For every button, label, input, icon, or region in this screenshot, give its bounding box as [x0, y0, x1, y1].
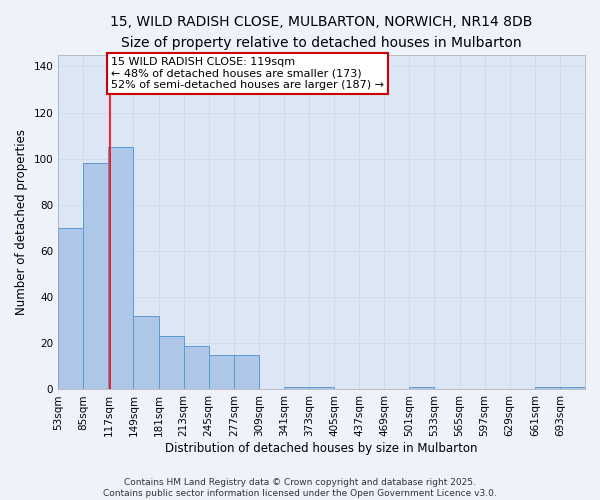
Bar — [560, 387, 585, 390]
Bar — [58, 228, 83, 390]
Bar — [284, 387, 309, 390]
Bar — [158, 336, 184, 390]
Text: 15 WILD RADISH CLOSE: 119sqm
← 48% of detached houses are smaller (173)
52% of s: 15 WILD RADISH CLOSE: 119sqm ← 48% of de… — [110, 56, 383, 90]
Text: Contains HM Land Registry data © Crown copyright and database right 2025.
Contai: Contains HM Land Registry data © Crown c… — [103, 478, 497, 498]
Bar — [409, 387, 434, 390]
Bar — [535, 387, 560, 390]
Title: 15, WILD RADISH CLOSE, MULBARTON, NORWICH, NR14 8DB
Size of property relative to: 15, WILD RADISH CLOSE, MULBARTON, NORWIC… — [110, 15, 533, 50]
Y-axis label: Number of detached properties: Number of detached properties — [15, 129, 28, 315]
Bar — [234, 355, 259, 390]
Bar — [309, 387, 334, 390]
Bar — [133, 316, 158, 390]
Bar — [109, 147, 133, 390]
Bar — [83, 164, 109, 390]
Bar — [209, 355, 234, 390]
Bar — [184, 346, 209, 390]
X-axis label: Distribution of detached houses by size in Mulbarton: Distribution of detached houses by size … — [166, 442, 478, 455]
